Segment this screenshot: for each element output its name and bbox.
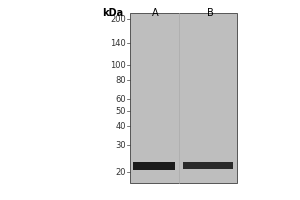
Text: 40: 40 — [116, 122, 126, 131]
Text: 80: 80 — [116, 76, 126, 85]
Bar — [183, 162, 233, 169]
Text: 50: 50 — [116, 107, 126, 116]
Text: 20: 20 — [116, 168, 126, 177]
Text: B: B — [207, 8, 213, 18]
Text: 200: 200 — [110, 15, 126, 24]
Bar — [133, 162, 175, 170]
Text: 30: 30 — [116, 141, 126, 150]
Bar — [130, 13, 237, 183]
Text: A: A — [152, 8, 158, 18]
Text: kDa: kDa — [102, 8, 123, 18]
Text: 140: 140 — [110, 39, 126, 48]
Text: 100: 100 — [110, 61, 126, 70]
Text: 60: 60 — [116, 95, 126, 104]
